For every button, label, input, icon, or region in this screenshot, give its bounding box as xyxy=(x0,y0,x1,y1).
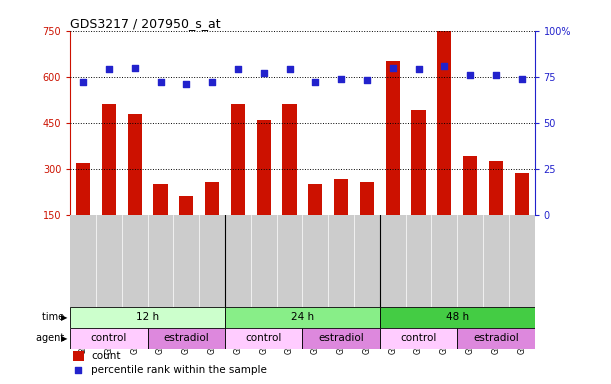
Bar xyxy=(457,328,535,349)
Bar xyxy=(76,162,90,261)
Point xyxy=(285,66,295,73)
Point xyxy=(491,72,501,78)
Bar xyxy=(302,328,380,349)
Bar xyxy=(153,184,167,261)
Text: percentile rank within the sample: percentile rank within the sample xyxy=(91,365,267,375)
Bar xyxy=(437,31,452,261)
Text: ▶: ▶ xyxy=(60,334,67,343)
Bar xyxy=(70,328,148,349)
Point xyxy=(78,79,88,85)
Text: agent: agent xyxy=(36,333,67,343)
Bar xyxy=(257,120,271,261)
Text: control: control xyxy=(246,333,282,343)
Point xyxy=(259,70,269,76)
Point xyxy=(156,79,166,85)
Text: control: control xyxy=(400,333,437,343)
Point xyxy=(104,66,114,73)
Point xyxy=(207,79,217,85)
Bar xyxy=(225,307,380,328)
Bar xyxy=(380,307,535,328)
Bar xyxy=(380,328,457,349)
Point xyxy=(73,367,83,373)
Bar xyxy=(386,61,400,261)
Point xyxy=(310,79,320,85)
Point xyxy=(130,65,140,71)
Bar xyxy=(489,161,503,261)
Text: estradiol: estradiol xyxy=(318,333,364,343)
Bar xyxy=(73,351,84,361)
Text: 24 h: 24 h xyxy=(291,312,314,322)
Bar xyxy=(148,328,225,349)
Point xyxy=(362,77,372,83)
Bar xyxy=(463,156,477,261)
Bar xyxy=(334,179,348,261)
Bar xyxy=(360,182,374,261)
Point xyxy=(181,81,191,87)
Bar xyxy=(225,328,302,349)
Point xyxy=(465,72,475,78)
Text: time: time xyxy=(42,312,67,322)
Text: control: control xyxy=(91,333,127,343)
Text: 48 h: 48 h xyxy=(445,312,469,322)
Bar xyxy=(205,182,219,261)
Point xyxy=(414,66,423,73)
Bar xyxy=(282,104,297,261)
Point xyxy=(388,65,398,71)
Bar xyxy=(514,173,529,261)
Text: count: count xyxy=(91,351,120,361)
Text: GDS3217 / 207950_s_at: GDS3217 / 207950_s_at xyxy=(70,17,221,30)
Bar xyxy=(309,184,323,261)
Point xyxy=(336,76,346,82)
Bar xyxy=(231,104,245,261)
Text: estradiol: estradiol xyxy=(473,333,519,343)
Point xyxy=(439,63,449,69)
Point xyxy=(517,76,527,82)
Text: estradiol: estradiol xyxy=(164,333,209,343)
Text: 12 h: 12 h xyxy=(136,312,159,322)
Bar xyxy=(70,307,225,328)
Bar xyxy=(411,111,426,261)
Bar xyxy=(102,104,116,261)
Text: ▶: ▶ xyxy=(60,313,67,322)
Bar xyxy=(179,196,194,261)
Bar xyxy=(128,114,142,261)
Point xyxy=(233,66,243,73)
